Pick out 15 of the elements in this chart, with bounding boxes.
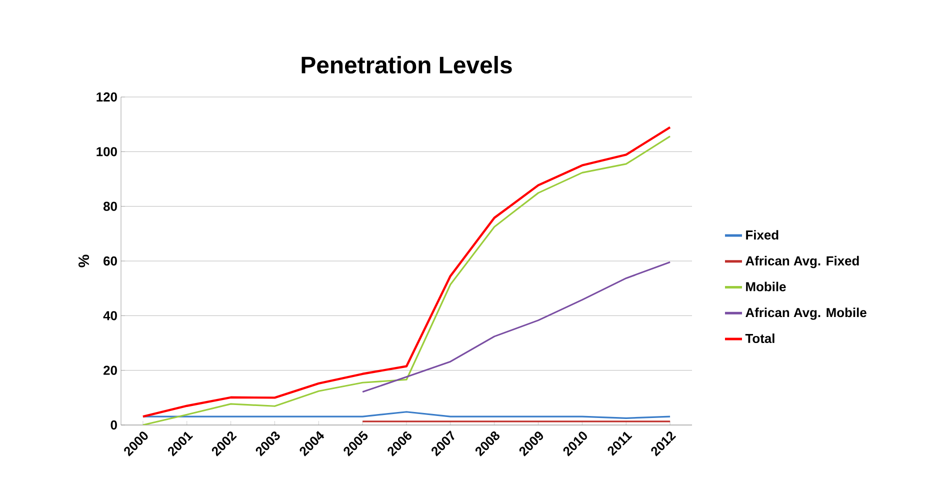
- y-tick-label: 120: [96, 92, 117, 102]
- y-tick-label: 0: [110, 420, 117, 430]
- y-tick-label: 20: [104, 366, 117, 375]
- y-tick-label: 60: [104, 256, 117, 266]
- y-axis-title: %: [78, 254, 90, 268]
- legend-label: Total: [745, 334, 774, 344]
- legend-label: African Avg. Mobile: [746, 308, 866, 320]
- y-tick-label: 40: [103, 311, 117, 320]
- legend-label: Fixed: [746, 230, 778, 240]
- y-tick-label: 80: [103, 202, 117, 211]
- y-tick-label: 100: [96, 147, 117, 156]
- legend-label: Mobile: [746, 282, 786, 292]
- legend-label: African Avg. Fixed: [746, 256, 859, 268]
- chart-title: Penetration Levels: [302, 56, 512, 74]
- line-series: [362, 261, 671, 393]
